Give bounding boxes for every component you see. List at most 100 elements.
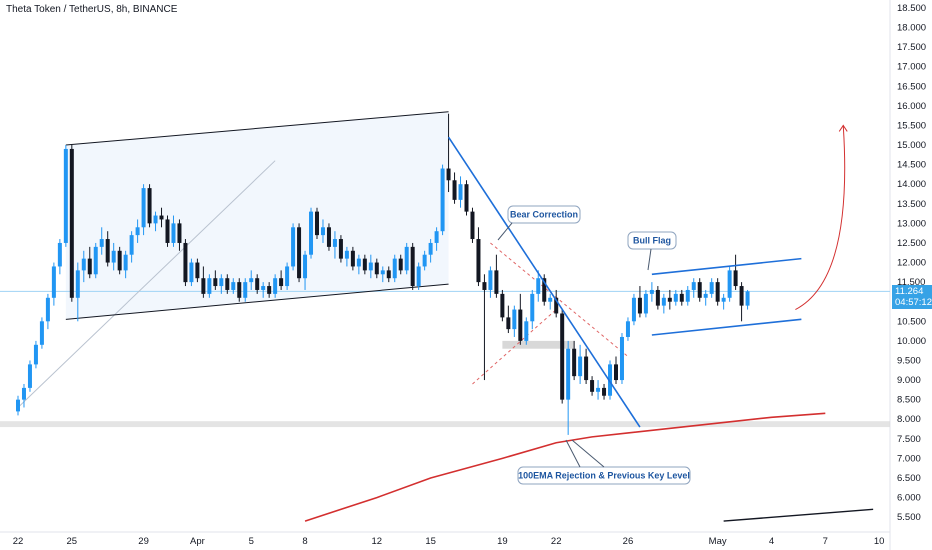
candle-body bbox=[745, 291, 750, 306]
y-tick-label: 12.500 bbox=[897, 238, 926, 249]
candle-body bbox=[578, 356, 583, 377]
bar-countdown: 04:57:12 bbox=[895, 297, 932, 309]
candle-body bbox=[75, 270, 80, 298]
candle-body bbox=[344, 250, 349, 259]
candle-body bbox=[530, 293, 535, 322]
projection-arrow-head bbox=[838, 124, 848, 132]
candle-body bbox=[231, 282, 236, 290]
candle-body bbox=[428, 242, 433, 255]
y-tick-label: 14.500 bbox=[897, 160, 926, 171]
y-tick-label: 7.500 bbox=[897, 434, 921, 445]
candle-body bbox=[404, 246, 409, 271]
candle-body bbox=[16, 399, 20, 412]
x-tick-label: 19 bbox=[497, 536, 508, 547]
candle-body bbox=[584, 356, 589, 381]
candle-body bbox=[458, 184, 463, 200]
candle-body bbox=[21, 387, 26, 400]
bull-flag-lower bbox=[651, 318, 802, 336]
candle-body bbox=[733, 270, 738, 287]
x-tick-label: 26 bbox=[623, 536, 634, 547]
candle-body bbox=[332, 239, 337, 247]
candle-body bbox=[320, 227, 325, 236]
candle-body bbox=[111, 250, 116, 263]
bull-flag-upper bbox=[651, 257, 802, 276]
x-tick-label: 7 bbox=[823, 536, 828, 547]
candle-body bbox=[560, 313, 565, 400]
x-tick-label: 15 bbox=[425, 536, 436, 547]
candle-body bbox=[512, 309, 517, 330]
inner-diagonal-line bbox=[17, 160, 276, 408]
bottom-right-line bbox=[723, 508, 874, 522]
last-price-value: 11.264 bbox=[895, 286, 924, 298]
projection-arrow bbox=[795, 125, 846, 310]
candle-body bbox=[643, 293, 648, 314]
candle-body bbox=[631, 297, 636, 322]
candle-body bbox=[488, 270, 493, 290]
candle-body bbox=[673, 293, 678, 302]
candle-body bbox=[267, 286, 272, 294]
x-tick-label: 4 bbox=[769, 536, 774, 547]
x-tick-label: 5 bbox=[249, 536, 254, 547]
candle-body bbox=[273, 278, 278, 294]
candle-body bbox=[416, 266, 421, 287]
y-tick-label: 8.500 bbox=[897, 395, 921, 406]
candle-body bbox=[141, 188, 146, 228]
candle-body bbox=[105, 239, 110, 263]
candle-body bbox=[165, 219, 170, 243]
candle-body bbox=[506, 317, 511, 330]
x-tick-label: Apr bbox=[190, 536, 205, 547]
candle-body bbox=[667, 297, 672, 302]
y-tick-label: 13.000 bbox=[897, 218, 926, 229]
ema-pointer-2 bbox=[571, 439, 605, 468]
y-tick-label: 10.500 bbox=[897, 316, 926, 327]
ema100-line bbox=[304, 412, 826, 522]
y-tick-label: 11.500 bbox=[897, 277, 925, 288]
channel-upper-line bbox=[65, 111, 449, 146]
candle-body bbox=[81, 258, 86, 271]
candle-body bbox=[153, 215, 158, 224]
candle-body bbox=[213, 278, 218, 287]
candle-body bbox=[249, 278, 254, 283]
y-tick-label: 9.000 bbox=[897, 375, 921, 386]
ema-pointer-1 bbox=[565, 439, 581, 468]
y-tick-label: 14.000 bbox=[897, 179, 926, 190]
y-tick-label: 13.500 bbox=[897, 199, 926, 210]
candle-body bbox=[51, 266, 56, 298]
candle-body bbox=[596, 387, 601, 392]
x-tick-label: 22 bbox=[13, 536, 24, 547]
candle-body bbox=[392, 258, 397, 279]
y-tick-label: 12.000 bbox=[897, 258, 926, 269]
candle-body bbox=[117, 250, 122, 271]
y-tick-label: 9.500 bbox=[897, 355, 921, 366]
candle-body bbox=[476, 239, 481, 283]
channel-lower-line bbox=[65, 283, 449, 320]
downtrend-line bbox=[447, 136, 641, 428]
candle-body bbox=[195, 262, 200, 279]
candle-body bbox=[494, 270, 499, 294]
candle-body bbox=[183, 242, 188, 283]
y-tick-label: 17.500 bbox=[897, 42, 926, 53]
candle-body bbox=[727, 270, 732, 298]
chart-title: Theta Token / TetherUS, 8h, BINANCE bbox=[6, 4, 178, 15]
candle-body bbox=[715, 282, 720, 302]
last-price-tag: 11.264 04:57:12 bbox=[892, 285, 932, 310]
candle-body bbox=[45, 297, 50, 322]
y-tick-label: 8.000 bbox=[897, 414, 921, 425]
candle-body bbox=[27, 364, 32, 388]
candle-body bbox=[410, 246, 415, 287]
candle-body bbox=[93, 246, 98, 275]
ema-rejection-label: 100EMA Rejection & Previous Key Level bbox=[518, 471, 690, 481]
candle-body bbox=[189, 262, 194, 283]
candle-body bbox=[129, 235, 134, 255]
x-tick-label: 25 bbox=[67, 536, 78, 547]
candle-body bbox=[470, 211, 475, 240]
candle-body bbox=[602, 387, 607, 396]
x-tick-label: 29 bbox=[138, 536, 149, 547]
candle-body bbox=[309, 211, 314, 255]
candle-body bbox=[219, 278, 224, 287]
candle-body bbox=[225, 278, 230, 290]
candle-body bbox=[261, 286, 266, 290]
candle-body bbox=[649, 289, 654, 294]
